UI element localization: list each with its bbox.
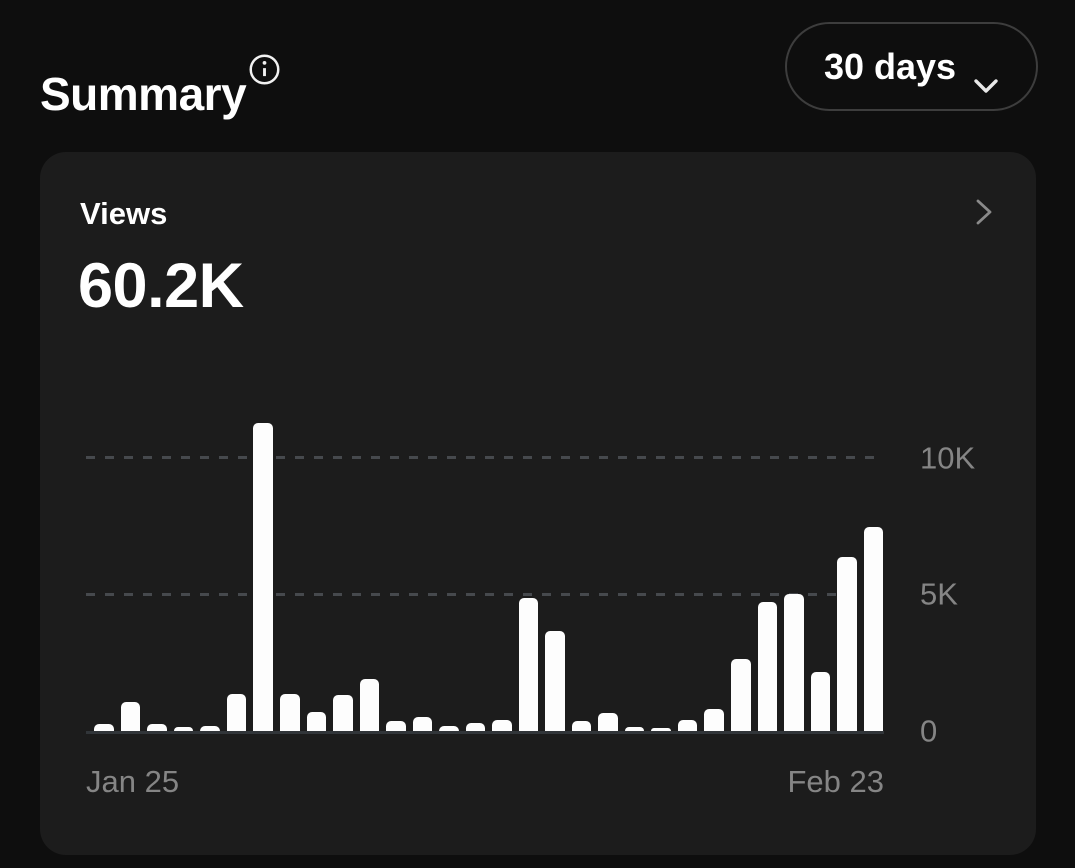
bar-day-27 [784,594,804,731]
bar-day-4 [173,726,194,731]
x-axis-labels: Jan 25 Feb 23 [86,764,884,800]
bar-day-19 [571,721,592,731]
bar-day-28 [810,672,831,731]
gridline-5K [86,592,884,596]
views-summary-card[interactable]: Views 60.2K 10K 5K 0 Jan 25 Feb 23 [40,152,1036,855]
bar-day-11 [359,679,380,731]
bar-day-25 [731,658,751,731]
bar-day-23 [677,719,698,731]
gridline-10K [86,456,884,459]
chevron-right-icon[interactable] [974,198,994,226]
x-axis-end-label: Feb 23 [787,764,884,799]
chevron-down-icon [973,61,999,93]
bar-day-6 [226,694,247,731]
period-selector-label: 30 days [823,45,957,87]
bar-day-22 [651,728,671,731]
bar-day-20 [598,713,618,731]
bar-day-2 [120,702,141,731]
bar-day-10 [333,695,353,731]
metric-value: 60.2K [78,251,244,321]
y-axis-tick-label: 0 [920,713,938,749]
bar-day-21 [624,727,645,731]
bar-day-12 [386,721,406,731]
bar-day-8 [280,694,300,731]
bar-day-24 [704,708,724,731]
y-axis-tick-label: 5K [920,576,958,612]
bar-day-14 [439,725,459,731]
bar-day-15 [465,722,486,731]
bar-day-3 [147,724,167,731]
bar-day-30 [863,527,884,731]
bar-day-1 [94,724,114,731]
bar-day-9 [306,711,327,731]
views-bar-chart[interactable]: 10K 5K 0 [86,392,975,747]
bar-day-29 [837,557,857,731]
bar-day-5 [200,725,220,731]
bar-day-13 [412,717,433,731]
bar-day-16 [492,720,512,731]
bar-day-17 [518,598,539,731]
period-selector-button[interactable]: 30 days [785,22,1038,111]
y-axis-tick-label: 10K [920,440,976,475]
info-icon[interactable] [248,53,281,86]
bar-day-7 [253,423,273,731]
bar-day-18 [545,631,565,731]
page-title: Summary [40,67,247,120]
x-axis-start-label: Jan 25 [86,764,180,799]
bar-day-26 [757,602,778,731]
metric-label: Views [80,196,168,231]
